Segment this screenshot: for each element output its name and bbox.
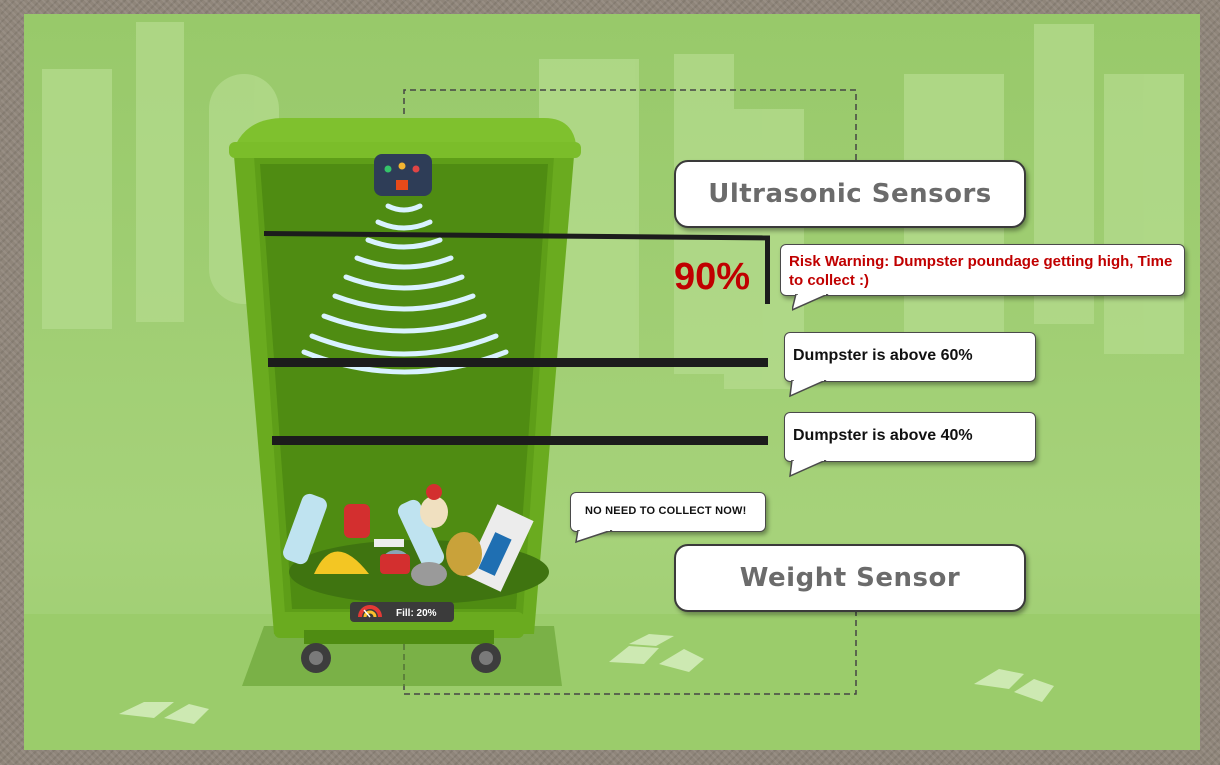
ultrasonic-sensors-label: Ultrasonic Sensors (674, 160, 1026, 228)
risk-warning-bubble: Risk Warning: Dumpster poundage getting … (780, 244, 1185, 296)
status-bubble-tail (575, 530, 613, 544)
level-line-40 (272, 436, 768, 445)
weight-sensor-label: Weight Sensor (674, 544, 1026, 612)
risk-warning-tail (792, 294, 829, 311)
risk-warning-text: Risk Warning: Dumpster poundage getting … (789, 253, 1173, 289)
status-bubble-text: NO NEED TO COLLECT NOW! (585, 505, 747, 517)
level-60-bubble: Dumpster is above 60% (784, 332, 1036, 382)
level-60-text: Dumpster is above 60% (793, 347, 973, 364)
garbage-pile (283, 484, 549, 604)
fill-percent-label: 90% (674, 256, 751, 298)
level-40-tail (789, 460, 827, 478)
level-line-90-drop (765, 236, 770, 304)
level-40-bubble: Dumpster is above 40% (784, 412, 1036, 462)
level-line-60 (268, 358, 768, 367)
ground-stones (119, 634, 1054, 724)
level-60-tail (789, 380, 827, 398)
level-40-text: Dumpster is above 40% (793, 427, 973, 444)
scene-background: Fill: 20% 90% Ultrasonic Sensors Weight … (24, 14, 1200, 750)
status-bubble: NO NEED TO COLLECT NOW! (570, 492, 766, 532)
bin-illustration: Fill: 20% (24, 22, 1200, 750)
fill-gauge-label: Fill: 20% (396, 608, 437, 619)
